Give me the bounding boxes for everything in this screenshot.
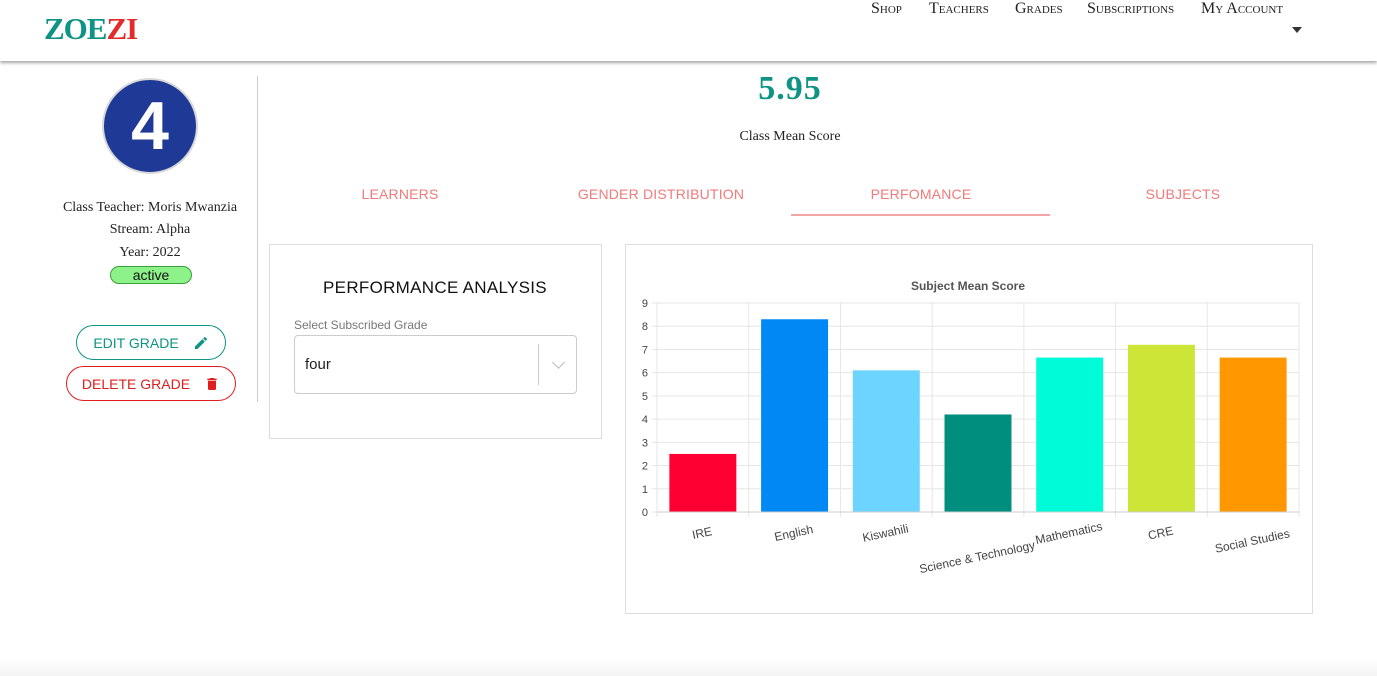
bar-ire (669, 453, 737, 512)
tab-subjects[interactable]: SUBJECTS (1145, 186, 1221, 202)
y-tick-label: 2 (642, 461, 648, 473)
chevron-down-icon[interactable] (552, 356, 565, 369)
x-tick-label: Kiswahili (861, 521, 910, 544)
nav-subscriptions[interactable]: Subscriptions (1087, 0, 1175, 17)
bar-mathematics (1036, 357, 1104, 512)
class-mean-score-label: Class Mean Score (739, 129, 841, 144)
account-dropdown-caret-icon[interactable] (1292, 27, 1302, 33)
x-tick-label: Mathematics (1034, 519, 1103, 547)
y-tick-label: 4 (642, 414, 648, 426)
sidebar-divider (257, 76, 258, 402)
edit-grade-label: EDIT GRADE (93, 334, 179, 351)
delete-grade-button[interactable]: DELETE GRADE (66, 366, 236, 401)
subject-mean-score-chart: Subject Mean Score 0 1 2 3 4 5 6 7 8 9 IRE English K… (642, 279, 1300, 576)
y-tick-label: 3 (642, 437, 648, 449)
tab-performance[interactable]: PERFOMANCE (870, 186, 972, 202)
y-tick-label: 7 (642, 344, 648, 356)
class-teacher: Class Teacher: Moris Mwanzia (62, 200, 238, 215)
nav-my-account[interactable]: My Account (1201, 0, 1284, 17)
bar-cre (1127, 344, 1195, 512)
nav-grades[interactable]: Grades (1015, 0, 1063, 17)
x-tick-label: Science & Technology (918, 538, 1036, 576)
grade-select[interactable]: four (294, 335, 577, 394)
navbar: ZOEZI Shop Teachers Grades Subscriptions… (0, 0, 1377, 61)
bar-science-technology (944, 414, 1012, 512)
delete-grade-label: DELETE GRADE (81, 375, 191, 392)
chart-title: Subject Mean Score (911, 279, 1025, 293)
class-mean-score-value: 5.95 (758, 70, 822, 107)
select-separator (538, 344, 539, 385)
x-tick-label: CRE (1147, 524, 1175, 543)
tab-gender-distribution[interactable]: GENDER DISTRIBUTION (577, 186, 745, 202)
active-tab-indicator (791, 214, 1050, 216)
y-tick-label: 6 (642, 368, 648, 380)
page-footer-edge (0, 660, 1377, 676)
grade-select-value: four (305, 356, 331, 373)
pencil-icon (194, 336, 207, 349)
y-tick-label: 5 (642, 391, 648, 403)
grade-stream: Stream: Alpha (109, 222, 191, 237)
tab-learners[interactable]: LEARNERS (361, 186, 439, 202)
x-tick-label: Social Studies (1214, 526, 1291, 556)
bar-kiswahili (852, 370, 920, 512)
x-tick-label: English (773, 522, 814, 544)
bar-english (761, 319, 829, 512)
grade-badge: 4 (102, 78, 198, 174)
y-tick-label: 8 (642, 321, 648, 333)
trash-icon (207, 377, 217, 390)
status-badge: active (110, 266, 192, 284)
select-grade-label: Select Subscribed Grade (294, 318, 428, 332)
edit-grade-button[interactable]: EDIT GRADE (76, 325, 226, 360)
y-tick-label: 9 (642, 298, 648, 310)
y-tick-label: 0 (642, 507, 648, 519)
zoezi-logo[interactable]: ZOEZI (44, 11, 138, 46)
performance-analysis-title: PERFORMANCE ANALYSIS (323, 278, 547, 297)
bar-social-studies (1219, 357, 1287, 512)
nav-teachers[interactable]: Teachers (929, 0, 989, 17)
grade-year: Year: 2022 (119, 245, 181, 260)
x-tick-label: IRE (691, 524, 713, 542)
y-tick-label: 1 (642, 484, 648, 496)
grade-number: 4 (131, 88, 169, 164)
nav-shop[interactable]: Shop (871, 0, 902, 17)
